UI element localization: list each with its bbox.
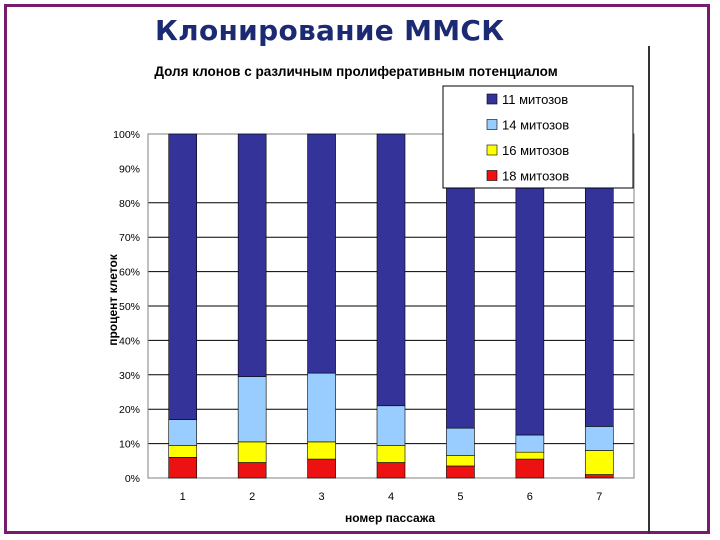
slide-title: Клонирование ММСК: [155, 14, 505, 47]
bar-segment: [168, 457, 198, 479]
y-tick-label: 50%: [119, 301, 140, 313]
legend-swatch: [486, 170, 498, 181]
bar-segment: [168, 419, 198, 446]
legend-label: 14 митозов: [502, 118, 569, 133]
bar-segment: [376, 445, 406, 463]
x-tick-label: 4: [388, 491, 394, 503]
x-tick-label: 2: [249, 491, 255, 503]
bar-segment: [237, 441, 267, 463]
bar-segment: [515, 458, 545, 479]
bar-segment: [168, 445, 198, 458]
x-tick-label: 3: [319, 491, 325, 503]
y-tick-labels: 0% 10% 20% 30% 40% 50% 60% 70% 80% 90% 100%: [113, 129, 140, 485]
divider-line: [648, 46, 650, 534]
legend-swatch: [486, 93, 498, 105]
chart-title: Доля клонов с различным пролиферативным …: [154, 64, 557, 79]
bar-segment: [584, 474, 614, 479]
bar-segment: [584, 450, 614, 475]
legend-label: 11 митозов: [502, 92, 568, 107]
y-tick-label: 10%: [119, 439, 140, 451]
bar-segment: [376, 133, 406, 407]
y-tick-label: 100%: [113, 129, 140, 141]
x-axis-label: номер пассажа: [345, 511, 435, 525]
bar-segment: [168, 133, 198, 420]
x-tick-label: 6: [527, 491, 533, 503]
bar-segment: [376, 462, 406, 479]
bar-segment: [584, 426, 614, 451]
bar-segment: [515, 451, 545, 460]
legend-label: 18 митозов: [502, 169, 569, 184]
legend-swatch: [486, 119, 498, 130]
y-tick-label: 70%: [119, 232, 140, 244]
y-tick-label: 30%: [119, 370, 140, 382]
bar-segment: [307, 441, 336, 460]
legend-label: 16 митозов: [502, 143, 569, 158]
x-tick-label: 5: [457, 491, 463, 503]
y-tick-label: 80%: [119, 198, 140, 210]
legend-swatch: [486, 144, 498, 156]
y-tick-label: 40%: [119, 335, 140, 347]
bar-segment: [237, 376, 267, 443]
y-tick-label: 60%: [119, 267, 140, 279]
y-tick-label: 20%: [119, 404, 140, 416]
bar-segment: [376, 405, 406, 446]
bar-segment: [515, 434, 545, 453]
bar-segment: [446, 455, 475, 467]
y-tick-label: 90%: [119, 163, 140, 175]
x-tick-labels: 1 2 3 4 5 6 7: [180, 491, 603, 503]
bar-segment: [446, 427, 475, 456]
bar-segment: [237, 133, 267, 377]
x-tick-label: 7: [596, 491, 602, 503]
slide-frame: [4, 4, 710, 534]
y-tick-label: 0%: [125, 473, 140, 485]
legend: 11 митозов 14 митозов 16 митозов 18 митозов: [442, 85, 634, 189]
legend-box: [442, 85, 634, 189]
bar-segment: [307, 458, 336, 479]
bar-segment: [237, 462, 267, 479]
x-tick-label: 1: [180, 491, 186, 503]
bar-segment: [446, 465, 475, 479]
y-axis-label: процент клеток: [106, 253, 120, 346]
bar-segment: [307, 372, 336, 443]
bar-segment: [307, 133, 336, 374]
